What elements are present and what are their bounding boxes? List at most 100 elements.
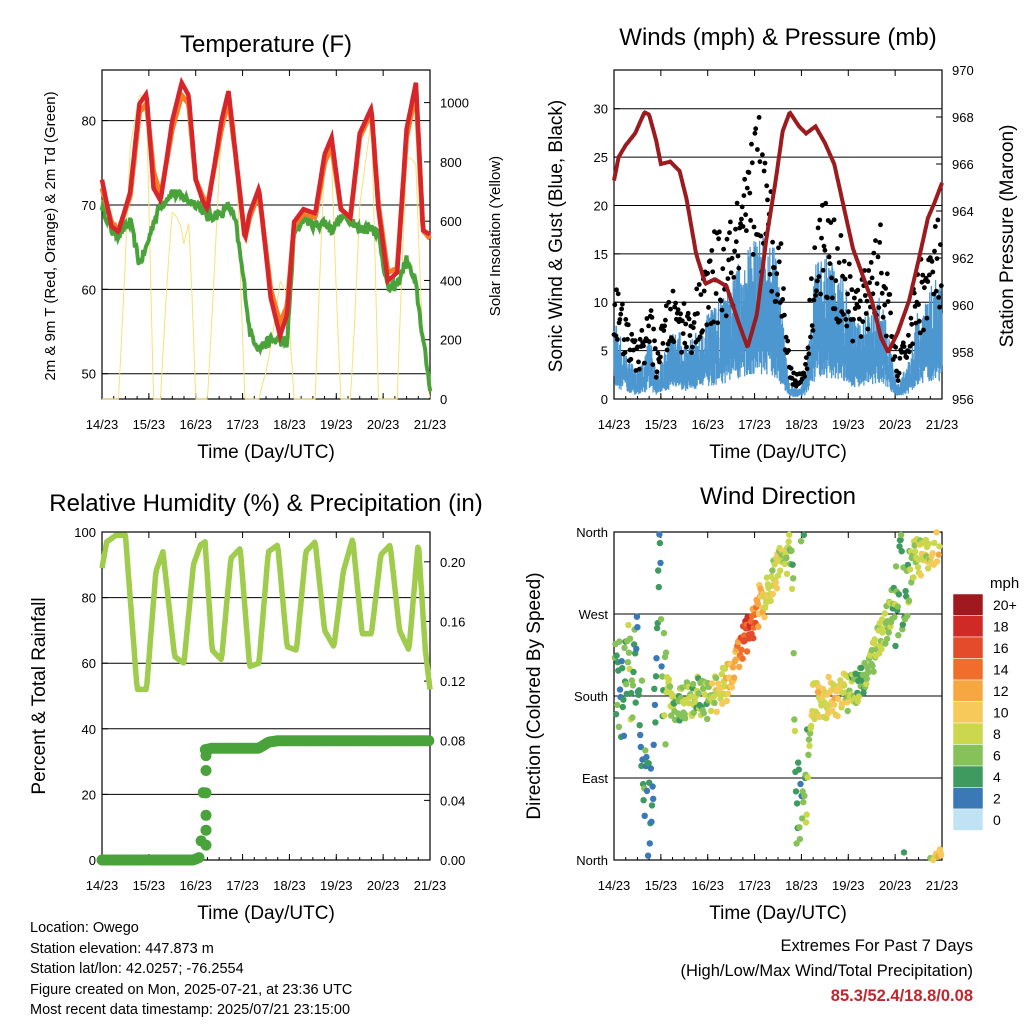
direction-point bbox=[618, 658, 625, 665]
temperature-ytick-label-right: 200 bbox=[440, 333, 462, 348]
direction-point bbox=[638, 762, 645, 770]
legend-swatch bbox=[952, 808, 984, 831]
gust-point bbox=[671, 339, 677, 345]
gust-point bbox=[877, 240, 883, 245]
gust-point bbox=[884, 271, 890, 277]
gust-point bbox=[615, 337, 620, 342]
direction-point bbox=[686, 700, 693, 707]
direction-point bbox=[803, 811, 810, 818]
gust-point bbox=[691, 320, 697, 325]
direction-point bbox=[625, 621, 632, 629]
winds-ytick-label-right: 970 bbox=[952, 63, 974, 78]
legend-label: 10 bbox=[993, 705, 1009, 721]
gust-point bbox=[644, 316, 650, 321]
rainfall-point bbox=[200, 787, 212, 799]
gust-point bbox=[679, 349, 684, 355]
dewpoint-2m-line bbox=[100, 187, 432, 392]
gust-point bbox=[831, 217, 837, 223]
direction-point bbox=[612, 711, 620, 718]
gust-point bbox=[670, 288, 676, 294]
gust-point bbox=[815, 225, 821, 231]
direction-point bbox=[633, 613, 641, 620]
direction-point bbox=[648, 818, 655, 825]
direction-point bbox=[906, 566, 914, 573]
gust-point bbox=[690, 344, 695, 350]
gust-point bbox=[869, 275, 875, 281]
gust-point bbox=[746, 170, 752, 175]
direction-point bbox=[825, 673, 832, 681]
gust-point bbox=[627, 347, 633, 353]
direction-point bbox=[793, 800, 801, 807]
direction-point bbox=[732, 656, 739, 663]
gust-point bbox=[842, 276, 848, 282]
gust-point bbox=[720, 266, 726, 272]
temperature-2m-line bbox=[99, 76, 432, 344]
temperature-ytick-label: 80 bbox=[82, 114, 96, 129]
gust-point bbox=[773, 299, 779, 304]
gust-point bbox=[661, 328, 667, 333]
gust-point bbox=[718, 298, 724, 304]
rainfall-point bbox=[200, 765, 212, 776]
rainfall-point bbox=[193, 852, 205, 864]
direction-point bbox=[925, 540, 932, 548]
gust-point bbox=[805, 345, 811, 351]
winds-ytick-label: 30 bbox=[594, 102, 608, 117]
gust-point bbox=[932, 224, 938, 229]
gust-point bbox=[904, 355, 910, 360]
direction-point bbox=[687, 693, 694, 700]
gust-point bbox=[683, 321, 689, 327]
direction-point bbox=[793, 840, 800, 847]
winds-xtick-label: 20/23 bbox=[879, 417, 912, 432]
temperature-xtick-label: 19/23 bbox=[320, 417, 353, 432]
legend-label: 12 bbox=[993, 683, 1009, 699]
direction-point bbox=[628, 689, 635, 697]
gust-point bbox=[846, 309, 851, 315]
legend-label: 0 bbox=[993, 812, 1001, 828]
gust-point bbox=[850, 338, 856, 344]
gust-point bbox=[732, 248, 737, 254]
gust-point bbox=[935, 217, 941, 223]
direction-point bbox=[682, 715, 689, 722]
gust-point bbox=[841, 312, 846, 317]
winds-ytick-label-right: 968 bbox=[952, 110, 974, 125]
gust-point bbox=[744, 185, 750, 191]
direction-point bbox=[797, 538, 805, 545]
winds-xtick-label: 19/23 bbox=[832, 417, 865, 432]
direction-point bbox=[642, 747, 649, 754]
direction-point bbox=[865, 668, 872, 675]
station-elevation: Station elevation: 447.873 m bbox=[30, 940, 214, 957]
direction-point bbox=[914, 564, 922, 571]
gust-point bbox=[725, 276, 731, 281]
recent-timestamp: Most recent data timestamp: 2025/07/21 2… bbox=[30, 1002, 351, 1018]
gust-point bbox=[817, 217, 823, 223]
gust-point bbox=[733, 226, 738, 232]
direction-point bbox=[785, 538, 792, 545]
winds-ytick-label: 10 bbox=[594, 295, 608, 310]
direction-point bbox=[655, 583, 662, 591]
gust-point bbox=[679, 318, 685, 324]
gust-point bbox=[700, 328, 705, 334]
legend-label: 4 bbox=[993, 769, 1001, 785]
gust-point bbox=[860, 319, 866, 324]
gust-point bbox=[735, 253, 741, 259]
gust-point bbox=[909, 321, 915, 327]
direction-point bbox=[644, 852, 652, 859]
winds-panel: Winds (mph) & Pressure (mb) 14/23 15/23 16… bbox=[546, 24, 1018, 463]
gust-point bbox=[875, 254, 881, 260]
gust-point bbox=[816, 274, 822, 279]
legend-swatch bbox=[952, 658, 984, 681]
direction-point bbox=[652, 719, 659, 726]
gust-point bbox=[822, 247, 828, 253]
direction-point bbox=[645, 760, 652, 767]
direction-point bbox=[701, 691, 709, 698]
direction-point bbox=[652, 673, 660, 680]
direction-point bbox=[707, 707, 715, 715]
gust-point bbox=[752, 130, 758, 136]
gust-point bbox=[776, 259, 782, 265]
gust-point bbox=[653, 374, 659, 380]
direction-point bbox=[781, 560, 788, 568]
temperature-ytick-label: 70 bbox=[82, 198, 96, 213]
direction-point bbox=[620, 732, 628, 739]
gust-point bbox=[829, 275, 834, 281]
direction-point bbox=[805, 736, 813, 743]
